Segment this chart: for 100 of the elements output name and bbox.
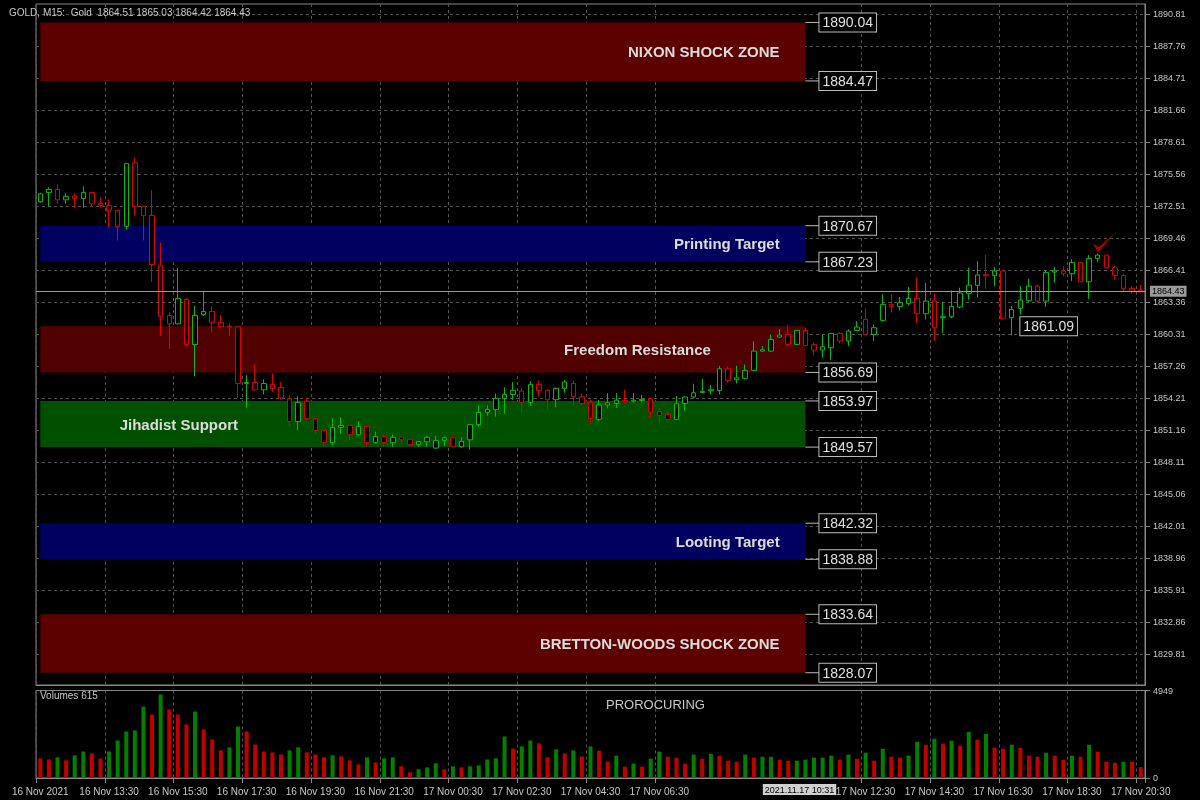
- bar: [708, 753, 713, 778]
- candlestick: [545, 388, 550, 411]
- bar: [356, 764, 361, 778]
- bar: [657, 751, 662, 778]
- text: 2021.11.17 10:31: [764, 784, 835, 795]
- bar: [107, 751, 112, 778]
- candlestick: [1061, 265, 1066, 277]
- bar: [193, 711, 198, 778]
- y-tick-label: 1842.01: [1153, 521, 1186, 532]
- candlestick: [1052, 266, 1057, 284]
- bar: [485, 759, 490, 778]
- y-tick-label: 1869.46: [1153, 233, 1186, 244]
- bar: [270, 752, 275, 778]
- candlestick: [244, 374, 249, 409]
- annotation: 1861.09: [1023, 318, 1075, 335]
- candlestick: [700, 378, 705, 394]
- bar: [450, 766, 455, 778]
- candlestick: [1138, 284, 1143, 292]
- candlestick: [528, 380, 533, 407]
- x-tick-label: 17 Nov 16:30: [973, 785, 1034, 797]
- band-label: NIXON SHOCK ZONE: [627, 43, 780, 61]
- y-tick-label: 1829.81: [1153, 649, 1186, 660]
- y-tick-label: 1845.06: [1153, 489, 1186, 500]
- candlestick: [579, 392, 585, 407]
- candlestick: [519, 387, 524, 414]
- candlestick: [72, 193, 77, 209]
- candlestick: [906, 286, 911, 306]
- candlestick: [708, 384, 714, 395]
- y-tick-label: 1835.91: [1153, 585, 1186, 596]
- candlestick: [106, 198, 112, 228]
- candlestick: [622, 389, 628, 404]
- candlestick: [846, 328, 851, 347]
- candlestick: [81, 185, 86, 209]
- candlestick: [949, 289, 954, 319]
- bar: [373, 762, 378, 778]
- bar: [322, 757, 326, 778]
- bar: [158, 694, 163, 778]
- bar: [829, 755, 834, 778]
- candlestick: [124, 162, 129, 231]
- candlestick: [442, 435, 447, 447]
- candlestick: [270, 372, 275, 393]
- candlestick: [364, 425, 370, 448]
- annotation: 1856.69: [822, 364, 874, 381]
- bar: [906, 755, 911, 778]
- candlestick: [614, 392, 619, 409]
- bar: [244, 731, 249, 778]
- candlestick: [596, 399, 602, 422]
- candlestick: [38, 192, 43, 204]
- candlestick: [98, 196, 103, 209]
- candlestick: [381, 433, 387, 448]
- bar: [992, 747, 997, 778]
- band-label: Freedom Resistance: [564, 340, 711, 358]
- candlestick: [175, 267, 181, 325]
- bar: [1121, 761, 1126, 778]
- candlestick: [416, 440, 421, 448]
- bar: [287, 750, 292, 778]
- bar: [201, 729, 206, 778]
- candlestick: [725, 365, 731, 384]
- bar: [966, 731, 971, 778]
- bar: [622, 766, 627, 778]
- candlestick: [992, 266, 997, 287]
- bar: [932, 738, 937, 778]
- x-tick-label: 17 Nov 20:30: [1110, 785, 1171, 797]
- bar: [493, 758, 498, 778]
- candlestick: [115, 209, 120, 241]
- bar: [923, 744, 928, 778]
- bar: [1001, 748, 1006, 778]
- bar: [313, 754, 318, 778]
- x-tick-label: 16 Nov 2021: [11, 785, 70, 797]
- candlestick: [158, 242, 163, 337]
- bar: [511, 748, 516, 778]
- bar: [150, 714, 155, 778]
- candlestick: [313, 417, 318, 435]
- bar: [330, 755, 335, 778]
- bar: [1009, 744, 1014, 778]
- candlestick: [201, 291, 206, 317]
- bar: [502, 736, 507, 778]
- y-tick-label: 1890.81: [1153, 9, 1186, 20]
- candlestick: [295, 395, 301, 431]
- bar: [872, 760, 877, 778]
- bar: [296, 747, 301, 778]
- x-tick-label: 17 Nov 02:30: [491, 785, 552, 797]
- bar: [820, 757, 825, 778]
- candlestick: [1095, 253, 1100, 263]
- bar: [399, 766, 404, 778]
- candlestick: [192, 305, 198, 377]
- y-tick-label: 1875.56: [1153, 169, 1186, 180]
- x-tick-label: 17 Nov 04:30: [560, 785, 621, 797]
- bar: [760, 756, 765, 778]
- candlestick: [407, 438, 413, 448]
- candlestick: [682, 395, 688, 412]
- bar: [812, 757, 817, 778]
- bar: [46, 759, 51, 778]
- candlestick: [373, 431, 378, 445]
- annotation: 1833.64: [822, 606, 874, 623]
- candlestick: [588, 399, 593, 425]
- candlestick: [691, 383, 696, 399]
- candlestick: [966, 267, 972, 301]
- bar: [279, 754, 284, 778]
- bar: [38, 758, 43, 778]
